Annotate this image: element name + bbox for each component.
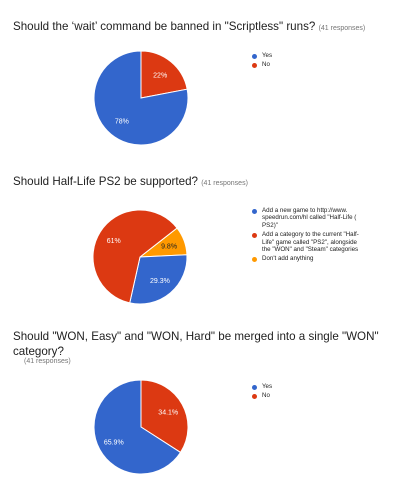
legend-label: Life" game called "PS2", alongside [262, 238, 357, 246]
legend-item: Add a category to the current "Half- Life… [252, 231, 359, 253]
legend-color-swatch [252, 233, 257, 239]
legend-label: Add a new game to http://www. [262, 207, 348, 214]
legend-item: No [252, 61, 272, 68]
slice-value-label: 65.9% [104, 439, 124, 446]
legend-1: Yes No [252, 52, 272, 71]
slice-value-label: 22% [153, 72, 167, 79]
question-3-title-line-1: Should "WON, Easy" and "WON, Hard" be me… [13, 330, 379, 343]
legend-label: No [262, 61, 270, 69]
question-3-response-count: (41 responses) [24, 358, 71, 365]
question-2-title: Should Half-Life PS2 be supported? (41 r… [13, 174, 248, 191]
slice-value-label: 78% [115, 119, 129, 126]
pie-slice-no [140, 50, 188, 99]
slice-value-label: 9.8% [161, 244, 177, 251]
question-1-title: Should the ‘wait’ command be banned in "… [13, 19, 365, 36]
pie-slice-yes [93, 50, 189, 146]
question-3-title-line-2: category? [13, 345, 64, 358]
legend-label: Don't add anything [262, 255, 314, 263]
legend-label: Yes [262, 383, 273, 390]
legend-label: No [262, 392, 270, 400]
legend-item: Add a new game to http://www. speedrun.co… [252, 207, 359, 229]
question-2-title-text: Should Half-Life PS2 be supported? [13, 175, 198, 188]
legend-3: Yes No [252, 383, 272, 402]
legend-label: the "WON" and "Steam" categories [262, 246, 359, 254]
legend-color-swatch [252, 53, 257, 59]
slice-value-label: 61% [107, 238, 121, 245]
slice-value-label: 29.3% [150, 278, 170, 285]
question-1-response-count: (41 responses) [318, 25, 366, 32]
legend-color-swatch [252, 208, 257, 214]
legend-color-swatch [252, 257, 257, 263]
legend-color-swatch [252, 394, 257, 400]
legend-label: Add a category to the current "Half- [262, 231, 359, 239]
question-1-title-text: Should the ‘wait’ command be banned in "… [13, 20, 316, 33]
legend-item: Yes [252, 52, 272, 59]
pie-slice-add [92, 209, 178, 304]
slice-value-label: 34.1% [158, 410, 178, 417]
legend-label: Yes [262, 52, 273, 59]
question-3-title: Should "WON, Easy" and "WON, Hard" be me… [13, 329, 379, 359]
legend-color-swatch [252, 63, 257, 69]
legend-item: Don't add anything [252, 255, 359, 262]
legend-2: Add a new game to http://www. speedrun.co… [252, 207, 359, 265]
legend-item: No [252, 392, 272, 399]
pie-slice-yes [93, 379, 182, 475]
legend-item: Yes [252, 383, 272, 390]
pie-slice-add [129, 254, 188, 305]
legend-label: PS2)" [262, 221, 278, 229]
question-2-response-count: (41 responses) [201, 180, 248, 187]
legend-color-swatch [252, 384, 257, 390]
legend-label: speedrun.com/hl called "Half-Life ( [262, 214, 357, 222]
